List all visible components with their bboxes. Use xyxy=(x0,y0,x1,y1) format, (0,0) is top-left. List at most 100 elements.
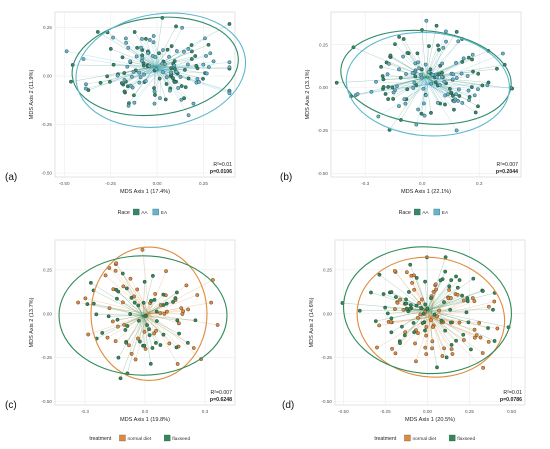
data-point xyxy=(389,290,394,294)
spider-line xyxy=(116,263,150,314)
data-point xyxy=(444,29,448,34)
data-point xyxy=(145,323,149,327)
data-point xyxy=(154,67,159,72)
spider-line xyxy=(430,317,452,350)
x-tick-label: 0.25 xyxy=(465,409,474,414)
legend-item-label: flaxseed xyxy=(457,436,475,442)
data-point xyxy=(165,47,170,52)
spider-line xyxy=(430,289,437,318)
data-point xyxy=(469,347,473,352)
spider-line xyxy=(160,65,175,71)
legend-title: treatment xyxy=(374,436,396,442)
data-point xyxy=(424,325,429,329)
spider-line xyxy=(109,66,156,83)
data-point xyxy=(167,54,171,59)
spider-line xyxy=(142,315,150,330)
spider-line xyxy=(382,75,427,78)
data-point xyxy=(121,300,125,305)
data-point xyxy=(480,83,485,88)
data-point xyxy=(449,90,454,95)
data-point xyxy=(425,306,430,311)
data-point xyxy=(154,328,158,333)
data-point xyxy=(175,290,179,295)
data-point xyxy=(495,326,500,331)
data-point xyxy=(469,85,474,89)
data-point xyxy=(414,303,419,308)
data-point xyxy=(164,82,169,86)
data-point xyxy=(153,55,158,59)
data-point xyxy=(471,276,476,281)
data-point xyxy=(457,94,462,98)
data-point xyxy=(457,320,462,325)
y-tick-label: -0.50 xyxy=(42,399,53,404)
data-point xyxy=(143,314,148,318)
data-point xyxy=(189,49,194,54)
legend-swatch xyxy=(414,208,421,216)
spider-line xyxy=(130,70,161,86)
data-point xyxy=(412,80,417,85)
spider-line xyxy=(405,73,428,85)
spider-line xyxy=(425,77,446,105)
data-point xyxy=(379,64,383,69)
data-point xyxy=(207,65,211,69)
spider-line xyxy=(145,70,161,82)
legend-swatch xyxy=(164,434,171,442)
data-point xyxy=(424,333,429,338)
spider-line xyxy=(427,290,483,311)
spider-line xyxy=(160,70,207,74)
data-point xyxy=(147,38,152,42)
spider-line xyxy=(406,77,427,100)
data-point xyxy=(472,335,477,340)
data-point xyxy=(401,54,405,59)
spider-line xyxy=(391,309,428,319)
spider-line xyxy=(430,317,475,338)
data-point xyxy=(420,297,424,302)
y-tick-label: 0.00 xyxy=(319,85,328,90)
data-point xyxy=(395,300,400,305)
data-point xyxy=(151,40,156,45)
spider-line xyxy=(427,286,450,311)
spider-line xyxy=(145,38,156,67)
spider-line xyxy=(383,77,427,80)
spider-line xyxy=(155,26,177,67)
x-tick-label: 0.0 xyxy=(419,181,426,186)
spider-line xyxy=(148,313,170,344)
spider-line xyxy=(425,25,437,78)
spider-line xyxy=(379,317,431,326)
data-point xyxy=(453,97,458,102)
data-point xyxy=(443,255,448,260)
data-point xyxy=(143,79,148,83)
panel-letter: (b) xyxy=(280,172,292,183)
spider-line xyxy=(78,302,150,314)
data-point xyxy=(142,329,147,334)
spider-line xyxy=(425,77,453,80)
spider-line xyxy=(112,37,161,71)
spider-line xyxy=(160,50,178,71)
data-point xyxy=(408,303,413,307)
data-point xyxy=(169,44,174,48)
data-point xyxy=(91,301,96,306)
data-point xyxy=(111,62,116,67)
spider-line xyxy=(159,70,161,99)
data-point xyxy=(405,87,410,92)
spider-line xyxy=(416,84,429,125)
data-point xyxy=(440,70,444,75)
spider-line xyxy=(148,285,187,314)
data-point xyxy=(162,311,167,316)
data-point xyxy=(421,86,426,91)
spider-line xyxy=(425,77,470,98)
data-point xyxy=(108,79,112,84)
data-point xyxy=(412,330,417,335)
data-point xyxy=(451,72,456,77)
y-tick-label: -0.25 xyxy=(42,355,53,360)
y-axis-label: MDS Axis 2 (13.1%) xyxy=(305,69,311,119)
data-point xyxy=(206,42,211,47)
data-point xyxy=(473,110,478,115)
data-point xyxy=(417,301,422,305)
data-point xyxy=(449,343,454,347)
data-point xyxy=(375,345,379,350)
data-point xyxy=(472,327,477,332)
spider-line xyxy=(427,279,443,311)
data-point xyxy=(421,311,426,316)
spider-line xyxy=(88,66,156,91)
